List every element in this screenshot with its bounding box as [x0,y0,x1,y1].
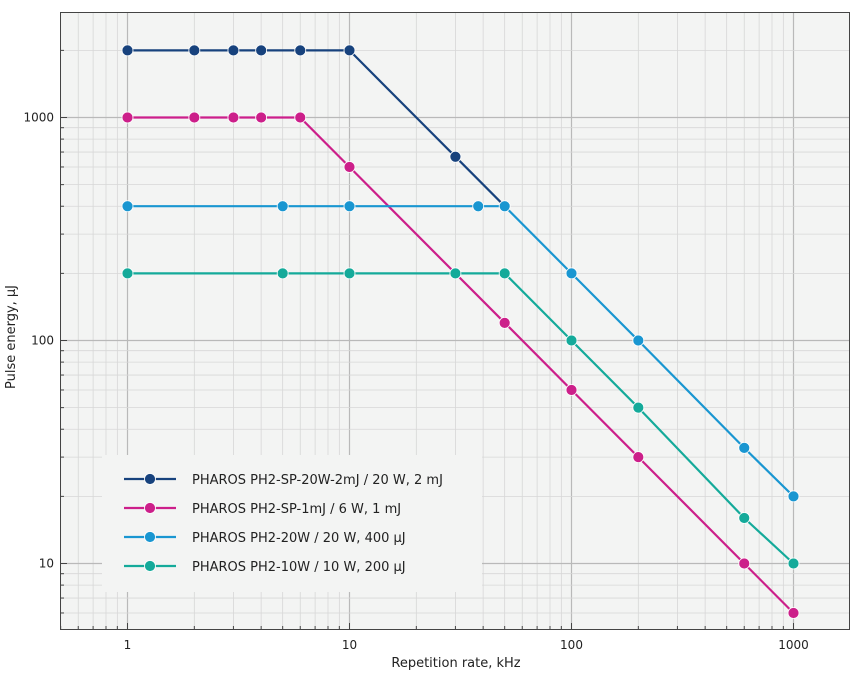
series-layer [121,44,800,619]
data-point [498,267,511,280]
legend-swatch-marker [144,531,156,543]
y-tick-label: 100 [31,334,54,348]
y-axis-label: Pulse energy, µJ [4,285,19,389]
data-point [498,200,511,213]
series-4 [121,267,800,570]
data-point [565,334,578,347]
data-point [188,44,201,57]
data-point [787,607,800,619]
data-point [738,441,751,454]
y-tick-label: 10 [39,557,54,571]
legend-swatch-marker [144,560,156,572]
data-point [343,200,356,213]
series-3 [121,200,800,503]
legend-swatch-marker [144,502,156,514]
data-point [276,200,289,213]
data-point [787,557,800,570]
data-point [632,334,645,347]
data-point [738,512,751,524]
data-point [472,200,485,213]
legend: PHAROS PH2-SP-20W-2mJ / 20 W, 2 mJ PHAROS… [102,455,482,592]
data-point [121,111,134,124]
data-point [276,267,289,280]
data-point [632,451,645,464]
data-point [255,111,268,124]
series-1 [121,44,511,213]
data-point [343,267,356,280]
x-tick-label: 100 [560,638,583,652]
series-line [127,116,795,614]
data-point [498,316,511,329]
data-point [255,44,268,57]
x-tick-label: 10 [342,638,357,652]
axis-ticks: 1 10 100 1000 10 100 1000 [23,49,809,652]
data-point [738,557,751,570]
data-point [449,267,462,280]
data-point [565,384,578,396]
legend-entry-label: PHAROS PH2-SP-20W-2mJ / 20 W, 2 mJ [192,473,443,488]
data-point [449,150,462,163]
x-axis-label: Repetition rate, kHz [391,656,520,671]
data-point [294,111,307,124]
legend-swatch-marker [144,473,156,485]
legend-entry-label: PHAROS PH2-SP-1mJ / 6 W, 1 mJ [192,502,401,517]
data-point [121,44,134,57]
data-point [188,111,201,124]
data-point [227,111,240,124]
data-point [294,44,307,57]
data-point [227,44,240,57]
data-point [121,267,134,280]
x-tick-label: 1 [124,638,132,652]
legend-entry-label: PHAROS PH2-20W / 20 W, 400 µJ [192,531,406,546]
legend-box [102,455,482,592]
data-point [632,401,645,414]
data-point [787,490,800,503]
series-line [127,49,506,207]
data-point [343,161,356,173]
data-point [565,267,578,280]
legend-entry-label: PHAROS PH2-10W / 10 W, 200 µJ [192,560,406,575]
x-tick-label: 1000 [778,638,809,652]
data-point [343,44,356,57]
data-point [121,200,134,213]
y-tick-label: 1000 [23,111,54,125]
